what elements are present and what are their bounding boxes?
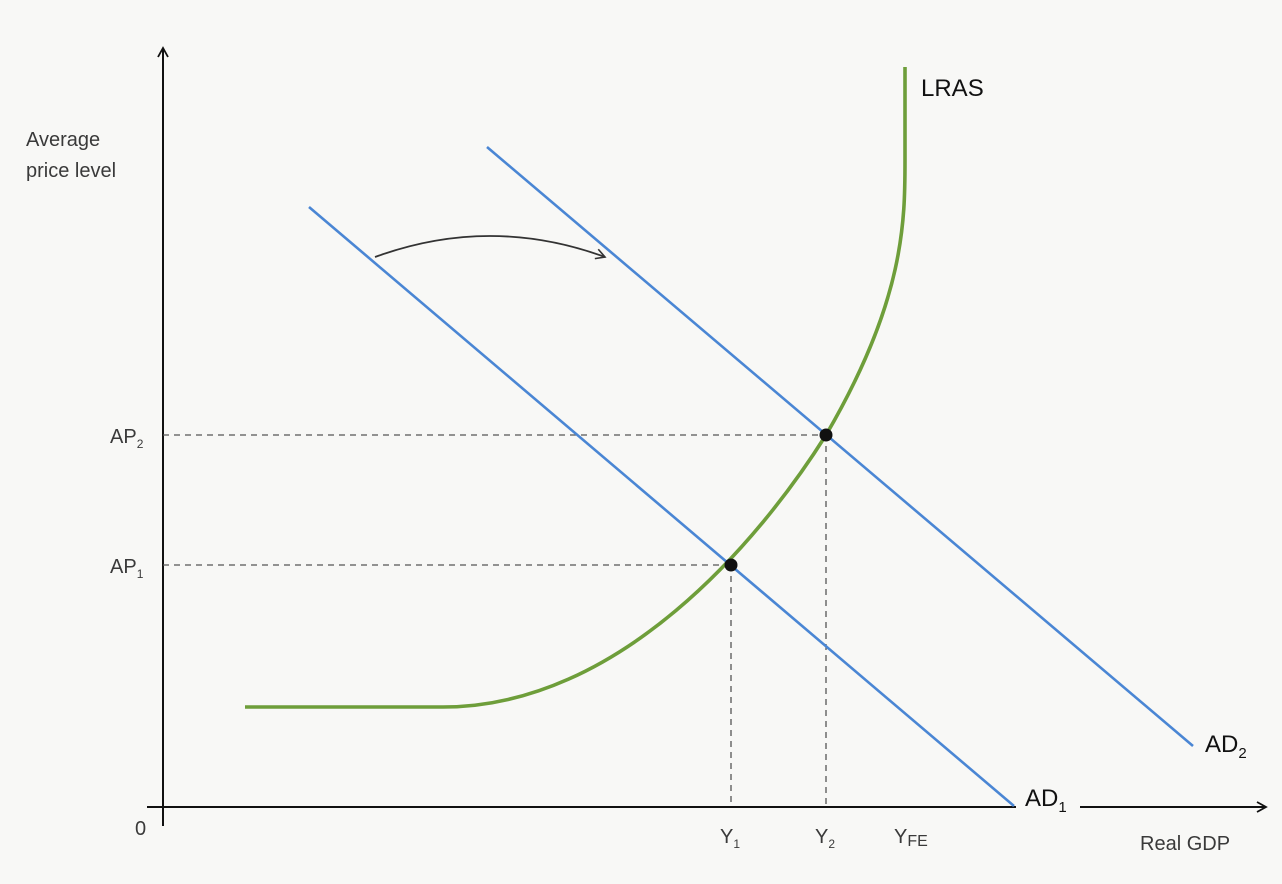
origin-label: 0 xyxy=(135,818,146,840)
ap2-label: AP2 xyxy=(110,426,144,451)
ad2-curve xyxy=(486,146,1194,747)
y1-label: Y1 xyxy=(720,826,740,851)
shift-arrow xyxy=(374,235,607,260)
y-axis-label-line2: price level xyxy=(26,160,116,182)
lras-label: LRAS xyxy=(921,75,984,102)
yfe-label: YFE xyxy=(894,826,928,850)
ad2-label: AD2 xyxy=(1205,731,1247,762)
y-axis-label-line1: Average xyxy=(26,129,100,151)
x-axis-label: Real GDP xyxy=(1140,833,1230,855)
ad1-label: AD1 xyxy=(1025,785,1067,816)
equilibrium-point-2 xyxy=(819,428,833,442)
lras-curve xyxy=(245,67,907,709)
equilibrium-point-1 xyxy=(724,558,738,572)
ap1-label: AP1 xyxy=(110,556,144,581)
guide-lines xyxy=(163,434,827,807)
y2-label: Y2 xyxy=(815,826,835,851)
ad1-curve xyxy=(308,206,1015,807)
